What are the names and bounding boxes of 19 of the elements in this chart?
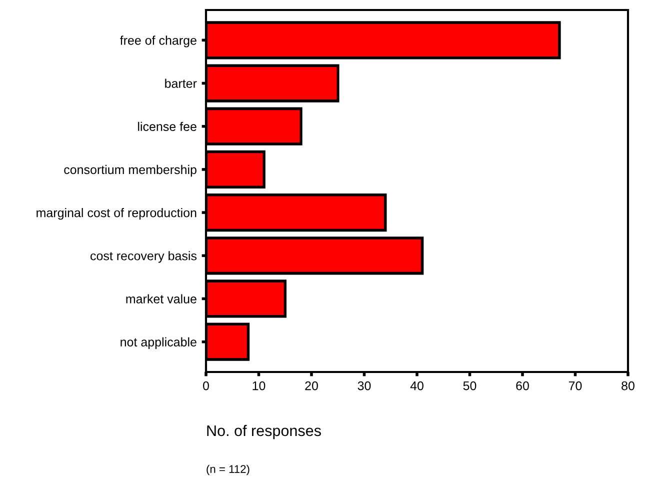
x-tick-label: 70 bbox=[568, 381, 582, 390]
x-tick-label: 60 bbox=[516, 381, 529, 390]
text: (n = 112) bbox=[206, 464, 250, 476]
x-tick-label: 30 bbox=[358, 381, 371, 390]
y-tick-label: marginal cost of reproduction bbox=[36, 208, 196, 220]
y-tick-label: not applicable bbox=[120, 337, 196, 349]
x-tick-label: 10 bbox=[252, 381, 266, 390]
y-tick-label: license fee bbox=[138, 122, 196, 132]
y-tick-label: free of charge bbox=[120, 36, 196, 48]
y-tick-label: barter bbox=[165, 78, 197, 88]
x-axis-title: No. of responses bbox=[207, 424, 321, 440]
x-tick-label: 0 bbox=[203, 381, 209, 390]
x-tick-label: 40 bbox=[410, 381, 424, 390]
y-tick-label: consortium membership bbox=[64, 164, 196, 177]
y-tick-label: market value bbox=[126, 294, 196, 304]
y-tick-label: cost recovery basis bbox=[90, 251, 197, 263]
x-tick-label: 50 bbox=[463, 381, 476, 390]
x-tick-label: 80 bbox=[622, 381, 634, 390]
x-tick-label: 20 bbox=[305, 381, 318, 390]
